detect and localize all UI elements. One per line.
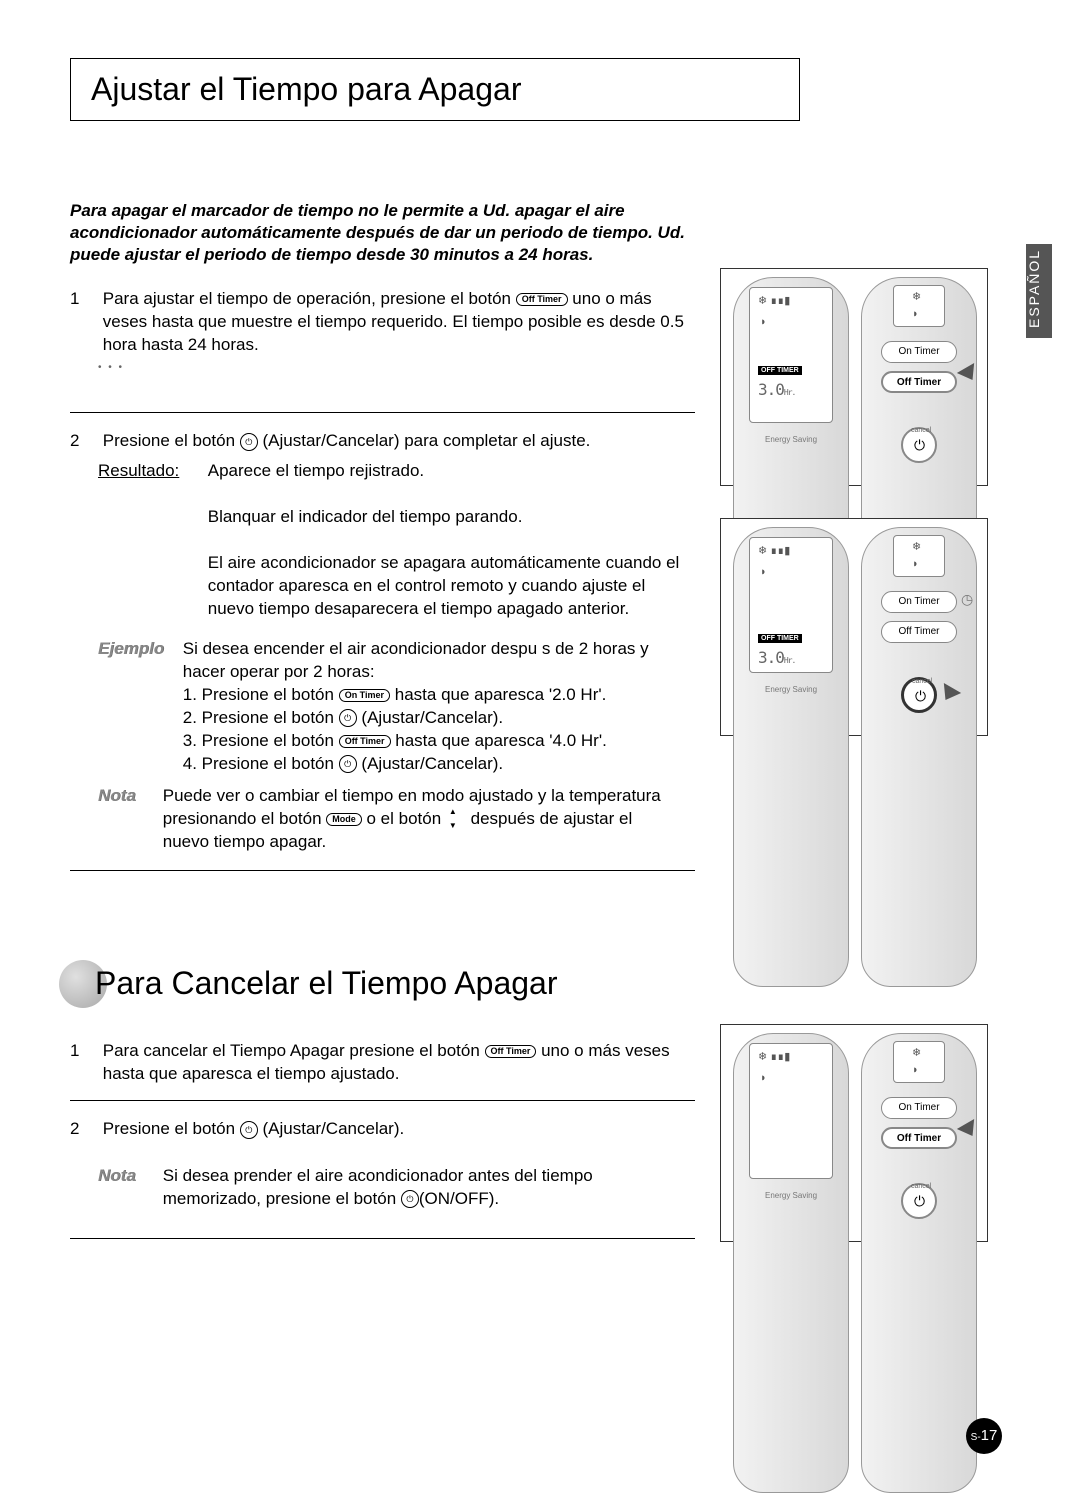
- remote-illustration-2: ❄ ∎∎▮ ◗ OFF TIMER 3.0Hr. Energy Saving ❄…: [720, 518, 988, 736]
- nota-label: Nota: [98, 785, 158, 808]
- energy-saving-label: Energy Saving: [753, 685, 829, 694]
- nota-label: Nota: [98, 1165, 158, 1188]
- fan-icon: ❄: [912, 540, 921, 553]
- section1-step2: 2 Presione el botón ⏻ (Ajustar/Cancelar)…: [70, 430, 700, 453]
- set-cancel-button-icon: ⏻: [240, 433, 258, 451]
- energy-saving-label: Energy Saving: [753, 435, 829, 444]
- updown-button-icon: [446, 809, 466, 829]
- nota-body: Puede ver o cambiar el tiempo en modo aj…: [163, 785, 663, 854]
- swing-icon: ◗: [912, 1064, 919, 1076]
- nota-body: Si desea prender el aire acondicionador …: [163, 1165, 663, 1211]
- section1-intro: Para apagar el marcador de tiempo no le …: [70, 200, 710, 266]
- divider: [70, 870, 695, 871]
- swing-icon: ◗: [760, 566, 767, 578]
- page-number-badge: S-17: [966, 1418, 1002, 1454]
- divider: [70, 1100, 695, 1101]
- result-row: Resultado: Aparece el tiempo rejistrado.…: [98, 460, 698, 621]
- on-timer-button-icon: On Timer: [339, 689, 390, 702]
- step-number: 2: [70, 430, 98, 453]
- set-cancel-button-icon: ⏻: [339, 709, 357, 727]
- section2-step1: 1 Para cancelar el Tiempo Apagar presion…: [70, 1040, 700, 1086]
- section1-step1: 1 Para ajustar el tiempo de operación, p…: [70, 288, 700, 357]
- manual-page: Ajustar el Tiempo para Apagar Para apaga…: [0, 0, 1080, 1510]
- energy-saving-label: Energy Saving: [753, 1191, 829, 1200]
- set-cancel-button-icon: ⏻: [339, 755, 357, 773]
- divider: [70, 1238, 695, 1239]
- set-cancel-button-icon: ⏻: [240, 1121, 258, 1139]
- step-number: 2: [70, 1118, 98, 1141]
- section2-nota-row: Nota Si desea prender el aire acondicion…: [98, 1165, 698, 1211]
- timer-digits: 3.0Hr.: [758, 648, 795, 667]
- set-cancel-circle-button: cancel ⏻: [901, 677, 937, 713]
- step-text: Presione el botón ⏻ (Ajustar/Cancelar).: [103, 1118, 693, 1141]
- on-timer-button: On Timer: [881, 341, 957, 363]
- fan-icon: ❄ ∎∎▮: [758, 544, 790, 557]
- fan-icon: ❄: [912, 1046, 921, 1059]
- off-timer-button: Off Timer: [881, 1127, 957, 1149]
- on-timer-button: On Timer: [881, 591, 957, 613]
- swing-icon: ◗: [912, 558, 919, 570]
- timer-digits: 3.0Hr.: [758, 380, 795, 399]
- swing-icon: ◗: [912, 308, 919, 320]
- example-body: Si desea encender el air acondicionador …: [183, 638, 683, 776]
- off-timer-button-icon: Off Timer: [516, 293, 568, 306]
- divider: [70, 412, 695, 413]
- remote-illustration-3: ❄ ∎∎▮ ◗ Energy Saving ❄ ◗ On Timer Off T…: [720, 1024, 988, 1242]
- remote-illustration-1: ❄ ∎∎▮ ◗ OFF TIMER 3.0Hr. Energy Saving ❄…: [720, 268, 988, 486]
- result-label: Resultado:: [98, 460, 203, 483]
- section1-title-box: Ajustar el Tiempo para Apagar: [70, 58, 800, 121]
- step-number: 1: [70, 288, 98, 311]
- on-timer-button: On Timer: [881, 1097, 957, 1119]
- off-timer-button: Off Timer: [881, 371, 957, 393]
- section2-step2: 2 Presione el botón ⏻ (Ajustar/Cancelar)…: [70, 1118, 700, 1141]
- swing-icon: ◗: [760, 316, 767, 328]
- off-timer-badge: OFF TIMER: [758, 366, 802, 375]
- off-timer-badge: OFF TIMER: [758, 634, 802, 643]
- set-cancel-circle-button: cancel ⏻: [901, 1183, 937, 1219]
- off-timer-button: Off Timer: [881, 621, 957, 643]
- step-text: Para cancelar el Tiempo Apagar presione …: [103, 1040, 693, 1086]
- example-row: Ejemplo Si desea encender el air acondic…: [98, 638, 698, 776]
- nota-row: Nota Puede ver o cambiar el tiempo en mo…: [98, 785, 698, 854]
- off-timer-button-icon: Off Timer: [339, 735, 391, 748]
- fan-icon: ❄ ∎∎▮: [758, 294, 790, 307]
- off-timer-button-icon: Off Timer: [485, 1045, 537, 1058]
- set-cancel-circle-button: cancel ⏻: [901, 427, 937, 463]
- result-body: Aparece el tiempo rejistrado. Blanquar e…: [208, 460, 688, 621]
- section2-title: Para Cancelar el Tiempo Apagar: [95, 965, 557, 1002]
- fan-icon: ❄: [912, 290, 921, 303]
- language-tab: ESPAÑOL: [1026, 244, 1052, 338]
- step-text: Presione el botón ⏻ (Ajustar/Cancelar) p…: [103, 430, 693, 453]
- swing-icon: ◗: [760, 1072, 767, 1084]
- dotted-divider: • • •: [98, 362, 124, 373]
- fan-icon: ❄ ∎∎▮: [758, 1050, 790, 1063]
- step-number: 1: [70, 1040, 98, 1063]
- clock-icon: ◷: [961, 591, 973, 608]
- onoff-button-icon: ⏻: [401, 1190, 419, 1208]
- step-text: Para ajustar el tiempo de operación, pre…: [103, 288, 693, 357]
- example-label: Ejemplo: [98, 638, 178, 661]
- section1-title: Ajustar el Tiempo para Apagar: [91, 71, 521, 107]
- mode-button-icon: Mode: [326, 813, 362, 826]
